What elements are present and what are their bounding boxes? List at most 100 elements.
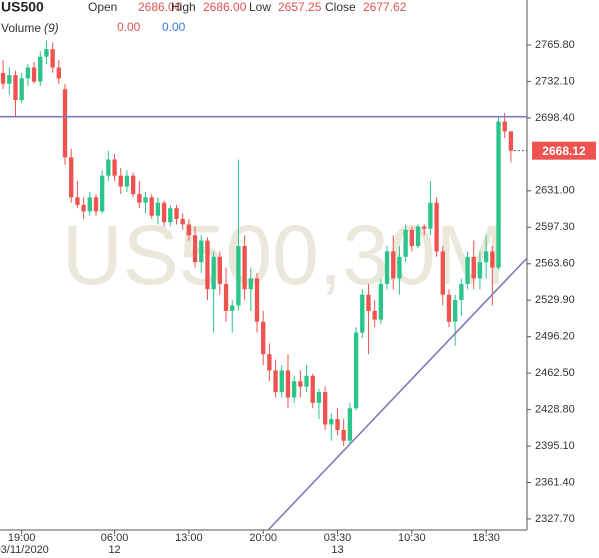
candle-body (372, 310, 377, 320)
candle-body (459, 283, 464, 301)
watermark: US500,30M (62, 208, 506, 302)
candle-body (471, 256, 476, 279)
y-tick-label: 2361.40 (535, 476, 575, 488)
high-label: High (171, 0, 196, 14)
candle-body (409, 229, 414, 247)
candle-body (347, 408, 353, 441)
candle-body (496, 121, 501, 268)
candle-body (279, 370, 284, 393)
candle-body (0, 72, 6, 84)
candle-body (261, 321, 266, 355)
candle-body (223, 283, 229, 311)
candle-body (106, 159, 111, 176)
candle-body (217, 256, 223, 284)
y-tick-label: 2428.80 (535, 403, 575, 415)
candle-body (242, 246, 247, 290)
candle-body (273, 370, 278, 393)
candle-body (130, 175, 136, 195)
candle-body (502, 121, 507, 132)
candle-body (230, 305, 235, 311)
y-tick-label: 2496.20 (535, 331, 575, 343)
y-tick-label: 2631.00 (535, 185, 575, 197)
candle-body (180, 218, 185, 225)
candle-body (248, 278, 253, 290)
candle-body (384, 251, 390, 284)
candle-body (199, 240, 204, 263)
volume-label: Volume (1, 21, 41, 35)
candle-body (81, 204, 86, 212)
high-value: 2686.00 (203, 0, 247, 14)
date-label: 13 (331, 544, 343, 556)
open-value: 2686.00 (138, 0, 182, 14)
candle-body (291, 381, 297, 398)
candle-body (477, 262, 483, 279)
candle-body (38, 56, 43, 82)
candle-body (118, 175, 123, 187)
x-tick-label: 13:00 (175, 532, 203, 544)
y-tick-label: 2327.70 (535, 513, 575, 525)
candle-body (329, 419, 334, 425)
candle-body (186, 224, 192, 236)
candle-body (50, 49, 55, 68)
candle-body (298, 381, 303, 387)
candle-body (155, 202, 161, 216)
candle-body (87, 197, 92, 212)
candle-body (62, 89, 68, 158)
candle-body (465, 256, 470, 284)
candle-body (403, 229, 408, 257)
volume-value: 0.00 (117, 20, 141, 34)
candle-body (353, 332, 359, 409)
candle-body (304, 375, 309, 387)
y-tick-label: 2395.10 (535, 440, 575, 452)
candle-body (422, 226, 427, 229)
candle-body (143, 197, 148, 203)
candle-body (174, 208, 179, 219)
last-price-box (532, 141, 596, 160)
candle-body (434, 202, 439, 252)
x-tick-label: 20:00 (249, 532, 277, 544)
y-tick-label: 2462.50 (535, 367, 575, 379)
candle-body (149, 197, 154, 216)
volume-period: (9) (44, 21, 59, 35)
candle-body (316, 392, 322, 403)
candle-body (508, 131, 514, 151)
candle-body (360, 294, 365, 333)
candle-body (428, 202, 433, 229)
volume-value: 0.00 (162, 20, 186, 34)
x-tick-label: 06:00 (101, 532, 129, 544)
candle-body (378, 283, 384, 320)
x-tick-label: 03:30 (324, 532, 352, 544)
candle-body (44, 49, 49, 57)
low-label: Low (249, 0, 271, 14)
candle-body (397, 256, 402, 279)
candle-body (168, 208, 173, 223)
candle-body (285, 370, 291, 398)
candle-body (254, 278, 260, 322)
x-tick-label: 18:30 (472, 532, 500, 544)
candle-body (93, 197, 99, 212)
candle-body (192, 235, 198, 263)
candle-body (322, 392, 328, 425)
candle-body (310, 375, 315, 403)
y-tick-label: 2732.10 (535, 75, 575, 87)
candle-body (25, 67, 31, 79)
candle-body (211, 256, 216, 290)
y-tick-label: 2698.40 (535, 112, 575, 124)
last-price-label: 2668.12 (542, 144, 586, 158)
symbol: US500 (1, 0, 44, 15)
candle-body (415, 226, 421, 247)
candle-body (100, 175, 105, 212)
candle-body (483, 251, 489, 263)
close-label: Close (325, 0, 356, 14)
date-label: 12 (108, 544, 120, 556)
candle-body (13, 75, 18, 100)
candle-body (490, 251, 495, 268)
y-tick-label: 2765.80 (535, 39, 575, 51)
candle-body (137, 194, 142, 203)
y-tick-label: 2563.60 (535, 258, 575, 270)
y-tick-label: 2597.30 (535, 221, 575, 233)
candle-body (75, 197, 80, 205)
candle-body (341, 429, 346, 441)
